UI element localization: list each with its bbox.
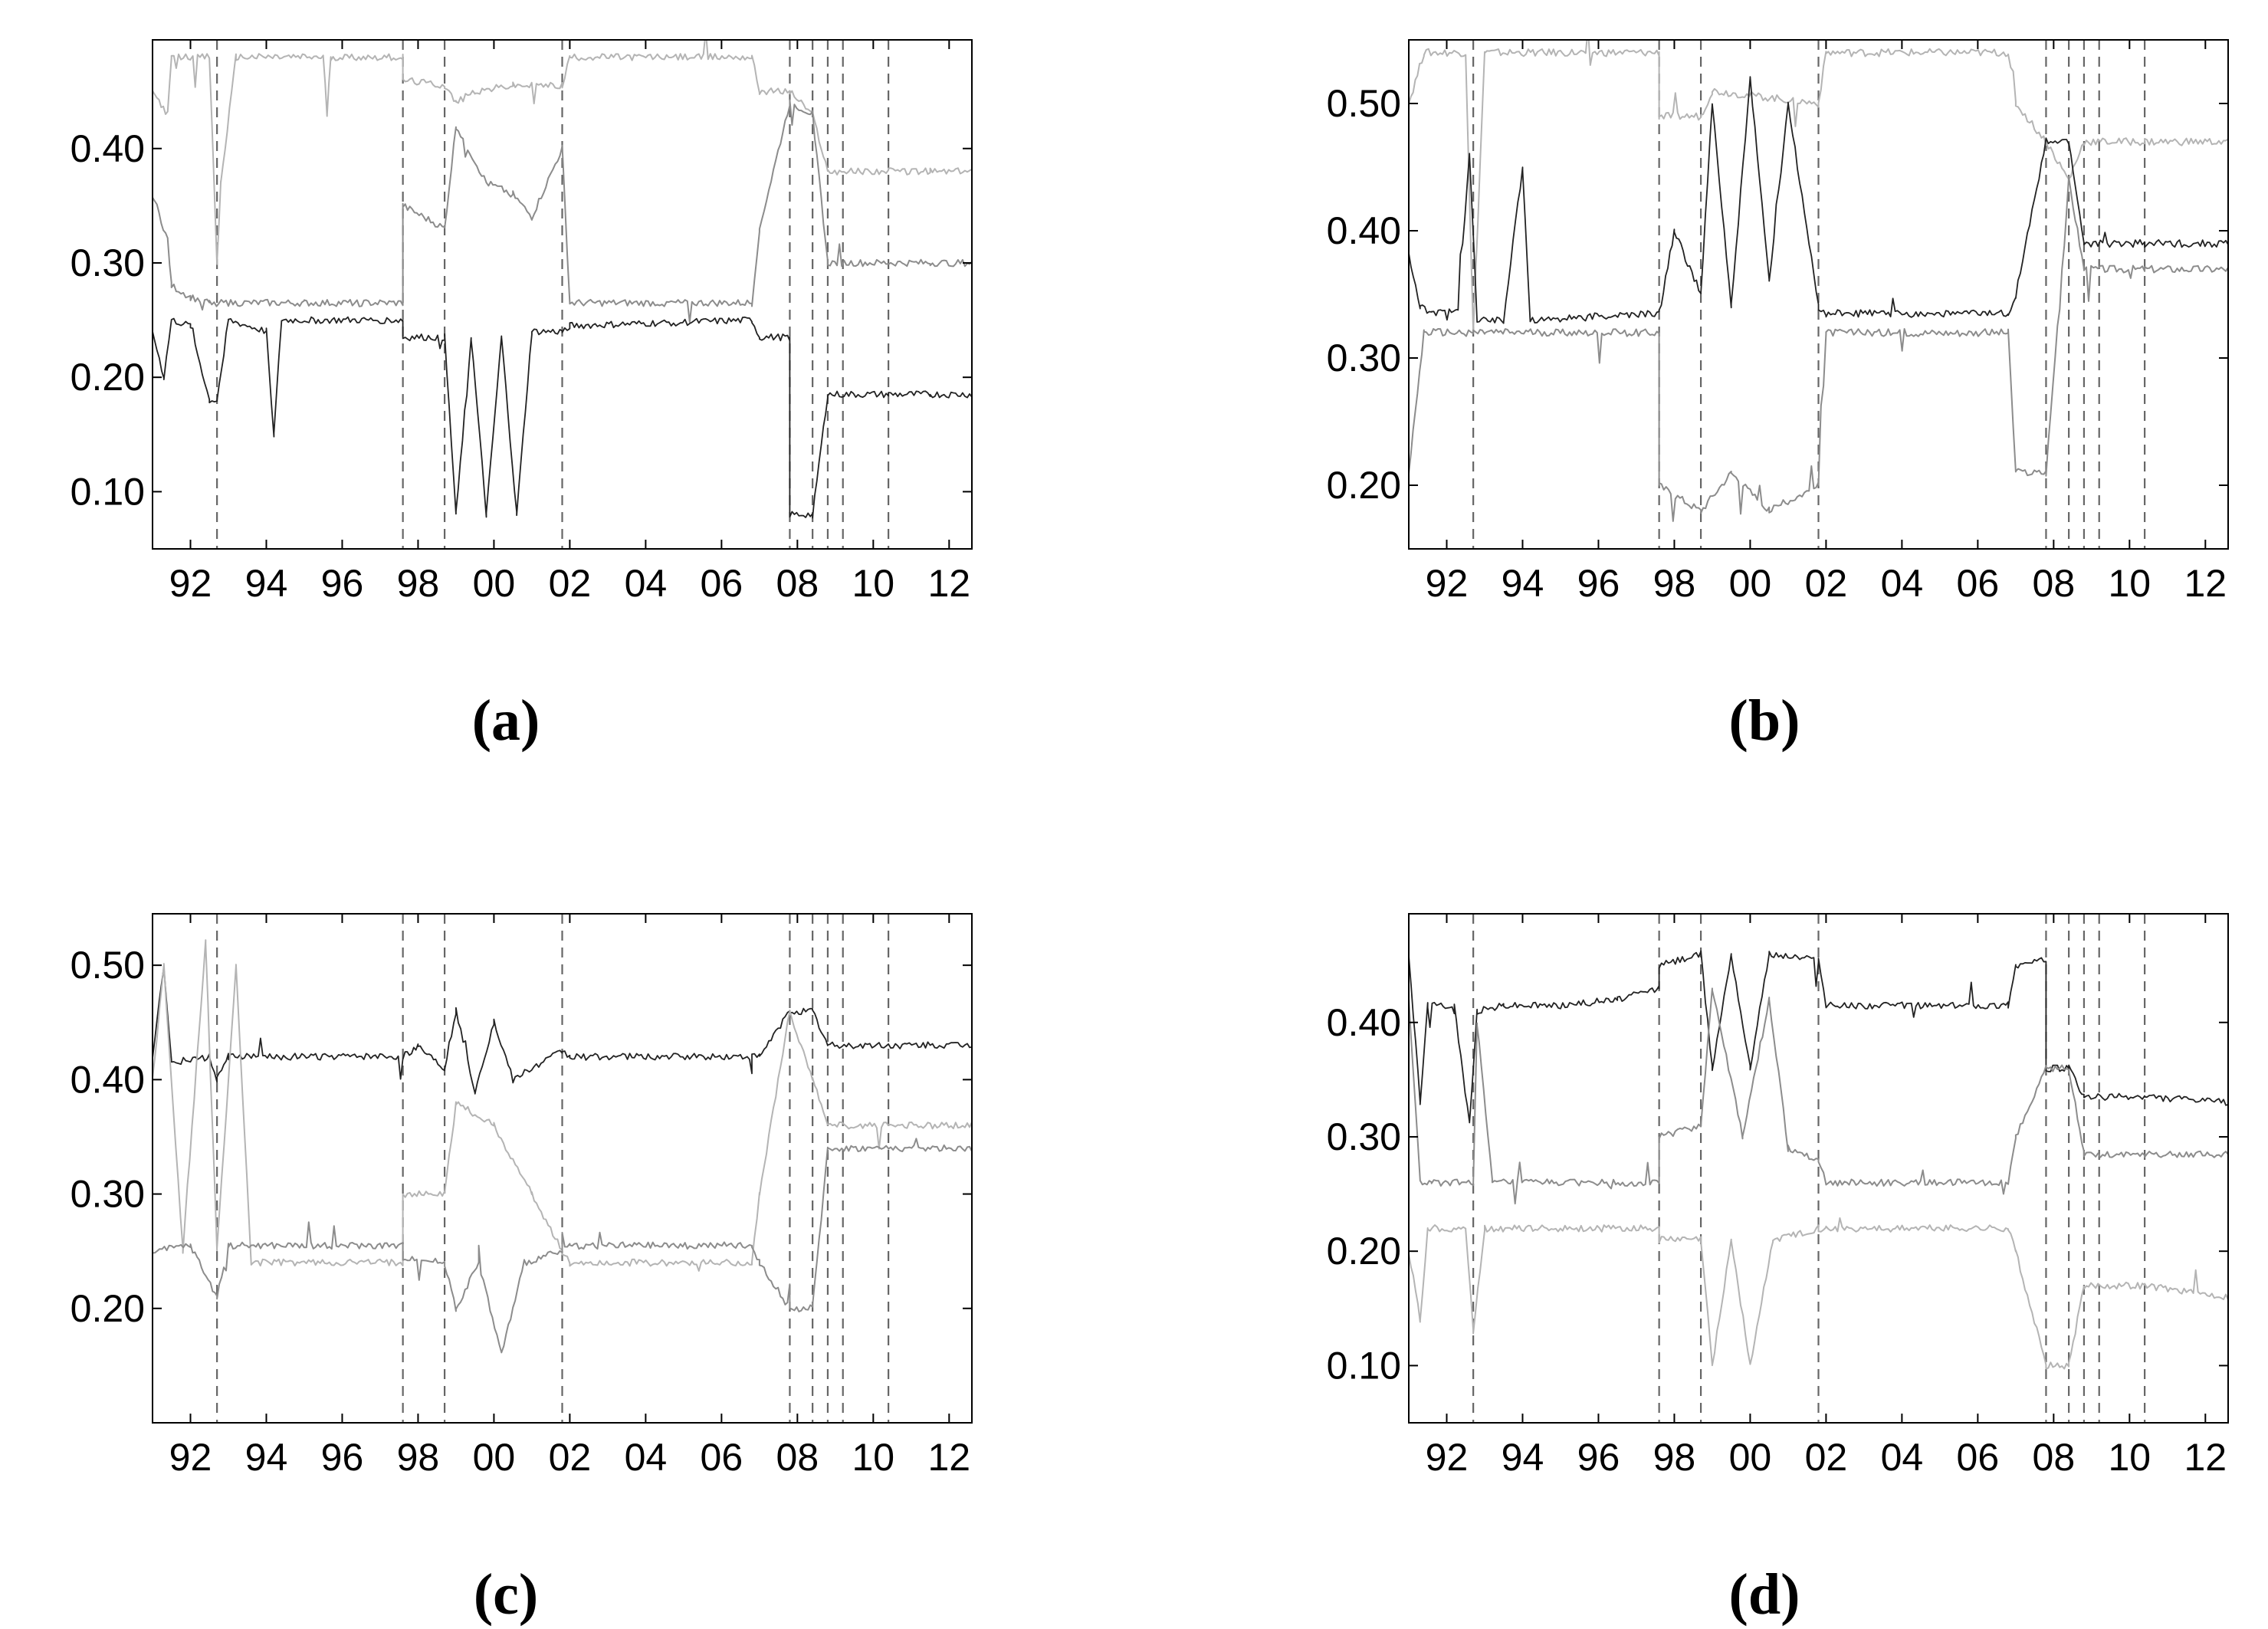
y-tick-label-a-3: 0.40: [71, 127, 145, 170]
series-a-3: [153, 316, 972, 519]
x-tick-label-c-9: 10: [852, 1436, 895, 1479]
y-tick-label-d-1: 0.20: [1327, 1230, 1401, 1273]
x-tick-label-c-2: 96: [321, 1436, 364, 1479]
x-tick-label-b-4: 00: [1729, 562, 1772, 605]
panel-c: 0.20 0.30 0.40 0.50 92 94 96 98 00 02 04 06 08 10 12: [71, 913, 973, 1479]
x-tick-label-d-3: 98: [1653, 1436, 1696, 1479]
x-tick-label-d-1: 94: [1502, 1436, 1544, 1479]
x-tick-label-c-1: 94: [245, 1436, 288, 1479]
x-tick-label-d-7: 06: [1957, 1436, 2000, 1479]
plot-area-d: [1409, 914, 2228, 1423]
x-tick-label-c-8: 08: [776, 1436, 819, 1479]
x-tick-label-d-4: 00: [1729, 1436, 1772, 1479]
panel-a: 0.10 0.20 0.30 0.40 92 94 96 98 00 02 04 06 08 10 12: [71, 39, 973, 605]
x-tick-label-d-0: 92: [1426, 1436, 1469, 1479]
x-tick-label-b-10: 12: [2184, 562, 2227, 605]
x-tick-label-b-5: 02: [1805, 562, 1848, 605]
x-tick-label-b-2: 96: [1577, 562, 1620, 605]
series-b-1: [1409, 40, 2228, 333]
x-tick-label-a-0: 92: [169, 562, 212, 605]
x-tick-label-a-8: 08: [776, 562, 819, 605]
y-tick-label-d-0: 0.10: [1327, 1344, 1401, 1387]
y-tick-label-b-0: 0.20: [1327, 464, 1401, 507]
x-tick-label-d-5: 02: [1805, 1436, 1848, 1479]
plot-area-a: [153, 40, 972, 549]
x-tick-label-c-3: 98: [397, 1436, 440, 1479]
y-tick-label-d-3: 0.40: [1327, 1001, 1401, 1044]
x-tick-label-b-9: 10: [2109, 562, 2151, 605]
x-tick-label-d-10: 12: [2184, 1436, 2227, 1479]
series-a-1: [153, 40, 972, 265]
x-tick-label-c-4: 00: [473, 1436, 516, 1479]
y-tick-label-b-1: 0.30: [1327, 337, 1401, 379]
series-c-1: [153, 966, 972, 1095]
x-tick-label-a-3: 98: [397, 562, 440, 605]
series-b-2: [1409, 76, 2228, 324]
panel-caption-c: (c): [474, 1562, 538, 1627]
x-tick-label-b-8: 08: [2033, 562, 2076, 605]
axes-frame-d: [1408, 913, 2229, 1424]
axes-frame-b: [1408, 39, 2229, 550]
x-tick-label-a-10: 12: [927, 562, 970, 605]
series-a-2: [153, 99, 972, 324]
series-d-1: [1409, 950, 2228, 1124]
x-tick-label-d-8: 08: [2033, 1436, 2076, 1479]
x-tick-label-a-1: 94: [245, 562, 288, 605]
y-tick-label-b-3: 0.50: [1327, 82, 1401, 125]
axes-frame-a: [152, 39, 973, 550]
x-tick-label-c-6: 04: [625, 1436, 668, 1479]
x-tick-label-c-7: 06: [701, 1436, 743, 1479]
x-tick-label-a-2: 96: [321, 562, 364, 605]
x-tick-label-c-5: 02: [549, 1436, 592, 1479]
x-tick-label-b-7: 06: [1957, 562, 2000, 605]
x-tick-label-b-0: 92: [1426, 562, 1469, 605]
y-tick-label-c-0: 0.20: [71, 1287, 145, 1330]
series-d-3: [1409, 1217, 2228, 1370]
plot-area-b: [1409, 40, 2228, 549]
series-c-3: [153, 1138, 972, 1354]
y-tick-label-d-2: 0.30: [1327, 1115, 1401, 1158]
axes-frame-c: [152, 913, 973, 1424]
panel-d: 0.10 0.20 0.30 0.40 92 94 96 98 00 02 04 06 08 10 12: [1327, 913, 2229, 1479]
x-tick-label-a-9: 10: [852, 562, 895, 605]
panel-caption-d: (d): [1729, 1562, 1800, 1627]
plot-area-c: [153, 914, 972, 1423]
x-tick-label-b-3: 98: [1653, 562, 1696, 605]
series-c-2: [153, 939, 972, 1272]
x-tick-label-d-9: 10: [2109, 1436, 2151, 1479]
x-tick-label-d-6: 04: [1881, 1436, 1924, 1479]
x-tick-label-a-7: 06: [701, 562, 743, 605]
panel-caption-a: (a): [472, 688, 540, 753]
y-tick-label-a-1: 0.20: [71, 356, 145, 399]
y-tick-label-a-2: 0.30: [71, 241, 145, 284]
x-tick-label-c-0: 92: [169, 1436, 212, 1479]
series-d-2: [1409, 987, 2228, 1205]
x-tick-label-a-5: 02: [549, 562, 592, 605]
y-tick-label-c-3: 0.50: [71, 944, 145, 987]
panel-caption-b: (b): [1729, 688, 1800, 753]
y-tick-label-b-2: 0.40: [1327, 209, 1401, 252]
y-tick-label-a-0: 0.10: [71, 470, 145, 513]
x-tick-label-a-4: 00: [473, 562, 516, 605]
x-tick-label-c-10: 12: [927, 1436, 970, 1479]
x-tick-label-d-2: 96: [1577, 1436, 1620, 1479]
series-b-3: [1409, 176, 2228, 522]
x-tick-label-b-6: 04: [1881, 562, 1924, 605]
x-tick-label-a-6: 04: [625, 562, 668, 605]
x-tick-label-b-1: 94: [1502, 562, 1544, 605]
panel-b: 0.20 0.30 0.40 0.50 92 94 96 98 00 02 04 06 08 10 12: [1327, 39, 2229, 605]
y-tick-label-c-2: 0.40: [71, 1058, 145, 1101]
y-tick-label-c-1: 0.30: [71, 1173, 145, 1216]
